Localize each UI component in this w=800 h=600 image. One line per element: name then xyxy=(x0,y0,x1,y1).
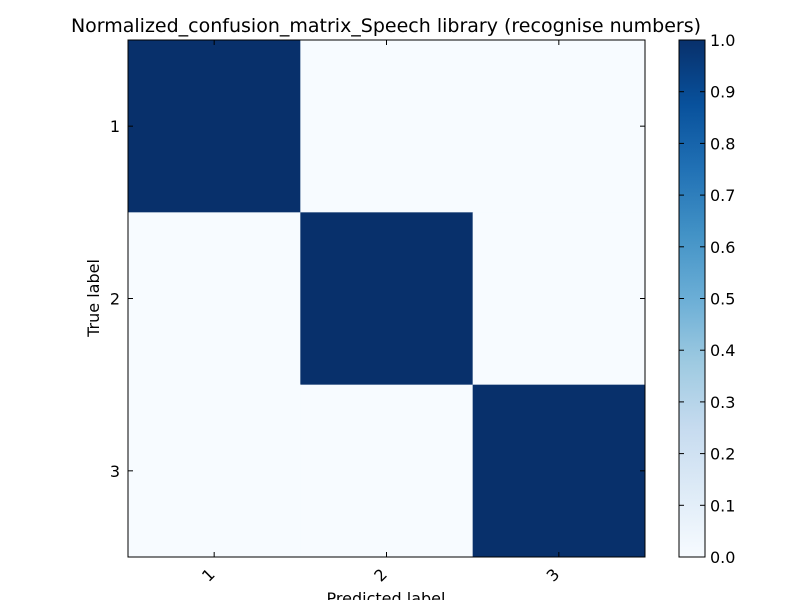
colorbar-tick-label: 0.4 xyxy=(710,341,735,360)
y-axis-ticks: 1 2 3 xyxy=(110,117,645,481)
colorbar-tick-label: 0.1 xyxy=(710,496,735,515)
colorbar-tick-label: 1.0 xyxy=(710,31,735,50)
colorbar-tick-label: 0.7 xyxy=(710,186,735,205)
heatmap-cell-3-3 xyxy=(472,384,646,558)
x-tick-label: 2 xyxy=(370,565,391,586)
colorbar-ticks: 0.0 0.1 0.2 0.3 0.4 0.5 0.6 0.7 0.8 0.9 1.0 xyxy=(679,31,735,567)
heatmap-cell-1-2 xyxy=(300,40,474,213)
heatmap-cell-1-3 xyxy=(472,40,646,213)
heatmap-cell-3-2 xyxy=(300,384,474,558)
chart-title: Normalized_confusion_matrix_Speech libra… xyxy=(71,15,701,37)
colorbar-tick-label: 0.0 xyxy=(710,548,735,567)
heatmap-cell-1-1 xyxy=(128,40,301,213)
x-axis-label: Predicted label xyxy=(327,589,446,600)
y-axis-label: True label xyxy=(84,259,103,338)
heatmap-cell-3-1 xyxy=(128,384,301,558)
colorbar-tick-label: 0.6 xyxy=(710,238,735,257)
heatmap-cells xyxy=(128,40,646,558)
x-tick-label: 3 xyxy=(543,565,564,586)
x-tick-label: 1 xyxy=(198,565,219,586)
colorbar-tick-label: 0.3 xyxy=(710,393,735,412)
colorbar-tick-label: 0.2 xyxy=(710,445,735,464)
y-tick-label: 3 xyxy=(110,462,120,481)
heatmap-cell-2-1 xyxy=(128,212,301,386)
colorbar-tick-label: 0.8 xyxy=(710,134,735,153)
colorbar-tick-label: 0.9 xyxy=(710,83,735,102)
heatmap-cell-2-3 xyxy=(472,212,646,386)
colorbar-tick-label: 0.5 xyxy=(710,290,735,309)
heatmap-cell-2-2 xyxy=(300,212,474,386)
y-tick-label: 2 xyxy=(110,290,120,309)
y-tick-label: 1 xyxy=(110,117,120,136)
